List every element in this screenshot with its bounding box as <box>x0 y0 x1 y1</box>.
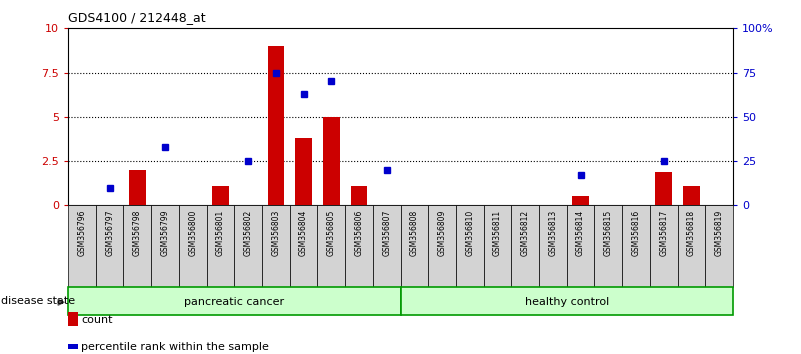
Text: GSM356819: GSM356819 <box>714 209 723 256</box>
Text: GSM356798: GSM356798 <box>133 209 142 256</box>
Bar <box>96 205 123 287</box>
Text: GSM356812: GSM356812 <box>521 209 529 256</box>
Text: GSM356802: GSM356802 <box>244 209 252 256</box>
Text: percentile rank within the sample: percentile rank within the sample <box>81 342 269 352</box>
Bar <box>683 186 700 205</box>
Bar <box>351 186 367 205</box>
Bar <box>212 186 229 205</box>
Bar <box>400 205 429 287</box>
Text: GSM356815: GSM356815 <box>604 209 613 256</box>
Bar <box>456 205 484 287</box>
Bar <box>268 46 284 205</box>
Text: GSM356803: GSM356803 <box>272 209 280 256</box>
Text: count: count <box>81 315 112 325</box>
Bar <box>262 205 290 287</box>
Bar <box>68 205 96 287</box>
Bar <box>678 205 705 287</box>
Text: GSM356807: GSM356807 <box>382 209 391 256</box>
Bar <box>594 205 622 287</box>
Bar <box>567 205 594 287</box>
Bar <box>68 287 400 315</box>
Bar <box>511 205 539 287</box>
Text: healthy control: healthy control <box>525 297 609 307</box>
Bar <box>179 205 207 287</box>
Text: GSM356816: GSM356816 <box>631 209 641 256</box>
Bar <box>655 172 672 205</box>
Bar <box>290 205 317 287</box>
Bar <box>705 205 733 287</box>
Text: GSM356809: GSM356809 <box>437 209 446 256</box>
Bar <box>572 196 589 205</box>
Text: GSM356810: GSM356810 <box>465 209 474 256</box>
Text: GSM356800: GSM356800 <box>188 209 197 256</box>
Bar <box>207 205 235 287</box>
Bar <box>235 205 262 287</box>
Text: GSM356817: GSM356817 <box>659 209 668 256</box>
Text: GSM356801: GSM356801 <box>216 209 225 256</box>
Bar <box>296 138 312 205</box>
Bar <box>484 205 511 287</box>
Text: GSM356818: GSM356818 <box>687 209 696 256</box>
Text: GSM356806: GSM356806 <box>355 209 364 256</box>
Text: GSM356805: GSM356805 <box>327 209 336 256</box>
Text: GSM356796: GSM356796 <box>78 209 87 256</box>
Bar <box>151 205 179 287</box>
Text: GSM356808: GSM356808 <box>410 209 419 256</box>
Text: GSM356804: GSM356804 <box>299 209 308 256</box>
Bar <box>345 205 372 287</box>
Text: GSM356811: GSM356811 <box>493 209 502 256</box>
Bar <box>372 205 400 287</box>
Bar <box>650 205 678 287</box>
Bar <box>123 205 151 287</box>
Bar <box>539 205 567 287</box>
Bar <box>622 205 650 287</box>
Text: GDS4100 / 212448_at: GDS4100 / 212448_at <box>68 11 206 24</box>
Bar <box>429 205 456 287</box>
Bar <box>317 205 345 287</box>
Text: GSM356797: GSM356797 <box>105 209 114 256</box>
Bar <box>129 170 146 205</box>
Bar <box>323 117 340 205</box>
Text: GSM356814: GSM356814 <box>576 209 585 256</box>
Text: disease state: disease state <box>1 296 75 306</box>
Bar <box>400 287 733 315</box>
Text: GSM356799: GSM356799 <box>160 209 170 256</box>
Text: GSM356813: GSM356813 <box>549 209 557 256</box>
Text: pancreatic cancer: pancreatic cancer <box>184 297 284 307</box>
